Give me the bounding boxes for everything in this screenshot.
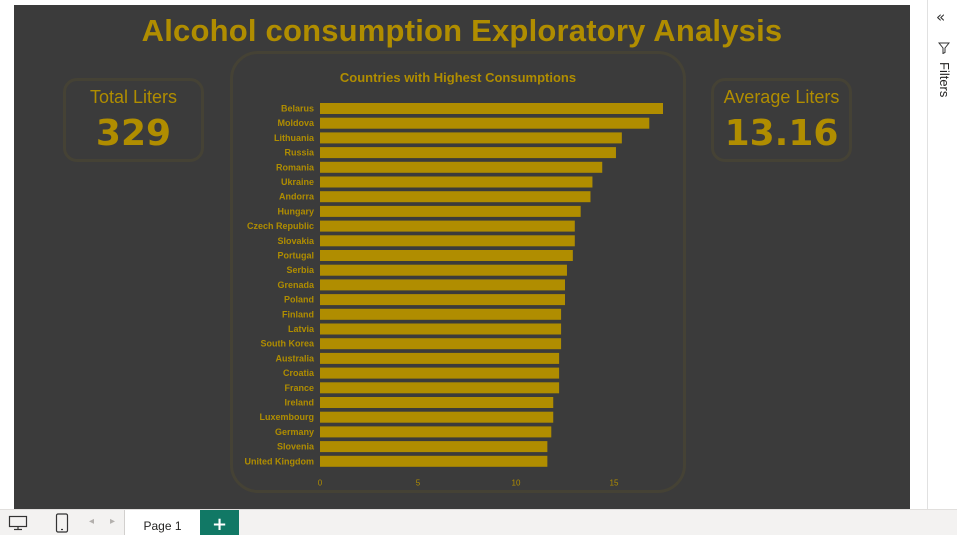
- category-label: Ukraine: [281, 177, 314, 187]
- add-page-button[interactable]: +: [200, 510, 239, 535]
- bar[interactable]: [320, 411, 554, 423]
- category-label: Luxembourg: [259, 412, 314, 422]
- bar[interactable]: [320, 426, 552, 438]
- average-liters-label: Average Liters: [723, 87, 840, 107]
- bar[interactable]: [320, 397, 554, 408]
- bar[interactable]: [320, 147, 616, 159]
- category-label: Andorra: [279, 192, 315, 202]
- bar[interactable]: [320, 441, 548, 453]
- x-tick-label: 0: [318, 479, 323, 488]
- total-liters-label: Total Liters: [89, 87, 178, 107]
- category-label: Belarus: [281, 104, 314, 114]
- filters-pane[interactable]: « Filters: [927, 0, 957, 509]
- x-tick-label: 5: [416, 479, 421, 488]
- category-label: France: [284, 383, 314, 393]
- category-label: Finland: [282, 309, 314, 319]
- bar[interactable]: [320, 191, 591, 203]
- average-liters-card[interactable]: Average Liters 13.16: [711, 78, 852, 162]
- bar[interactable]: [320, 132, 622, 144]
- category-label: Australia: [275, 353, 315, 363]
- bar[interactable]: [320, 250, 573, 261]
- bar[interactable]: [320, 205, 581, 217]
- category-label: Germany: [275, 427, 314, 437]
- category-label: Poland: [284, 295, 314, 305]
- total-liters-card[interactable]: Total Liters 329: [63, 78, 204, 162]
- category-label: Latvia: [288, 324, 315, 334]
- x-tick-label: 15: [610, 479, 619, 488]
- report-canvas: Alcohol consumption Exploratory Analysis…: [14, 5, 910, 509]
- filters-label[interactable]: Filters: [937, 62, 952, 98]
- consumption-chart-card[interactable]: Countries with Highest Consumptions Belar…: [230, 51, 686, 493]
- bar[interactable]: [320, 117, 650, 129]
- bar[interactable]: [320, 176, 593, 188]
- bar[interactable]: [320, 323, 562, 335]
- category-label: Russia: [284, 148, 315, 158]
- category-label: Serbia: [286, 265, 315, 275]
- category-label: Hungary: [277, 206, 314, 216]
- category-label: South Korea: [260, 339, 314, 349]
- bar[interactable]: [320, 264, 567, 276]
- funnel-icon: [938, 42, 950, 54]
- category-label: Grenada: [277, 280, 315, 290]
- bar[interactable]: [320, 279, 565, 291]
- bar[interactable]: [320, 294, 565, 306]
- page-navigation-bar: ◂ ▸ Page 1 +: [0, 509, 957, 535]
- bar[interactable]: [320, 161, 603, 173]
- report-title: Alcohol consumption Exploratory Analysis: [141, 13, 783, 48]
- bar[interactable]: [320, 352, 560, 364]
- tab-page-1[interactable]: Page 1: [124, 510, 201, 535]
- bar[interactable]: [320, 308, 562, 320]
- category-label: Moldova: [277, 118, 314, 128]
- bar[interactable]: [320, 220, 575, 232]
- chart-title: Countries with Highest Consumptions: [340, 70, 576, 85]
- category-label: Lithuania: [274, 133, 315, 143]
- category-label: Czech Republic: [247, 221, 314, 231]
- total-liters-value: 329: [95, 113, 172, 154]
- bar[interactable]: [320, 367, 560, 379]
- category-label: Slovenia: [277, 442, 315, 452]
- category-label: Romania: [276, 162, 315, 172]
- average-liters-value: 13.16: [724, 113, 839, 154]
- mobile-view-icon[interactable]: [55, 513, 69, 533]
- double-chevron-left-icon[interactable]: «: [936, 8, 946, 26]
- bar[interactable]: [320, 455, 548, 467]
- desktop-view-icon[interactable]: [8, 515, 28, 531]
- category-label: Portugal: [277, 251, 314, 261]
- x-tick-label: 10: [512, 479, 521, 488]
- next-page-icon[interactable]: ▸: [110, 516, 116, 527]
- category-label: United Kingdom: [245, 456, 315, 466]
- category-label: Slovakia: [277, 236, 315, 246]
- category-label: Ireland: [284, 398, 314, 408]
- bar[interactable]: [320, 235, 575, 247]
- bar[interactable]: [320, 338, 562, 350]
- category-label: Croatia: [283, 368, 315, 378]
- bar[interactable]: [320, 382, 560, 394]
- bar[interactable]: [320, 103, 663, 114]
- bar-chart[interactable]: Countries with Highest Consumptions Belar…: [233, 54, 683, 490]
- previous-page-icon[interactable]: ◂: [89, 516, 95, 527]
